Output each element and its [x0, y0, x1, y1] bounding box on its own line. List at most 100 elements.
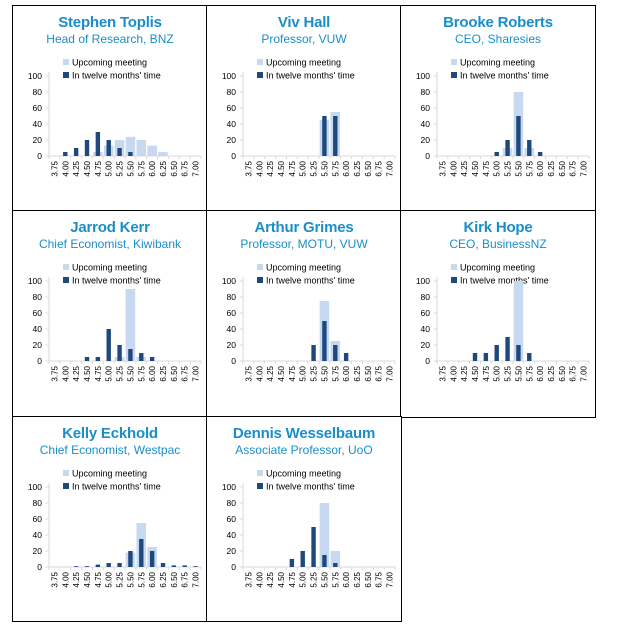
bar-upcoming	[513, 281, 524, 361]
y-tick-label: 0	[231, 562, 236, 572]
x-tick-label: 3.75	[50, 571, 59, 587]
legend-swatch-upcoming	[257, 470, 263, 476]
bar-twelve-months	[472, 353, 478, 361]
bar-twelve-months	[343, 353, 349, 361]
bar-twelve-months	[117, 148, 122, 156]
x-tick-label: 4.50	[277, 571, 286, 587]
y-tick-label: 100	[28, 71, 42, 81]
bar-twelve-months	[333, 563, 338, 567]
x-tick-label: 5.25	[310, 160, 319, 176]
legend-swatch-upcoming	[63, 59, 69, 65]
y-tick-label: 40	[33, 324, 43, 334]
x-tick-label: 3.75	[50, 365, 59, 381]
bar-twelve-months	[84, 140, 90, 156]
x-tick-label: 7.00	[386, 160, 395, 176]
panel-name: Jarrod Kerr	[70, 219, 150, 236]
bar-twelve-months	[311, 345, 316, 361]
y-tick-label: 60	[33, 103, 43, 113]
x-tick-label: 4.00	[449, 365, 458, 381]
chart-panel: Dennis Wesselbaum Associate Professor, U…	[206, 416, 402, 622]
bar-twelve-months	[95, 357, 101, 361]
bar-twelve-months	[311, 527, 316, 567]
legend-swatch-twelve	[63, 72, 69, 78]
bar-twelve-months	[106, 140, 111, 156]
chart-panel: Stephen Toplis Head of Research, BNZ Upc…	[12, 5, 208, 212]
x-tick-label: 5.75	[525, 365, 534, 381]
bar-upcoming	[319, 503, 330, 567]
x-tick-label: 5.75	[525, 160, 534, 176]
bar-twelve-months	[128, 551, 133, 567]
legend-swatch-twelve	[257, 277, 263, 283]
chart-panel: Brooke Roberts CEO, Sharesies Upcoming m…	[400, 5, 596, 212]
x-tick-label: 4.25	[72, 160, 81, 176]
bar-twelve-months	[95, 132, 101, 156]
y-tick-label: 80	[421, 87, 431, 97]
y-tick-label: 20	[227, 546, 237, 556]
bar-twelve-months	[333, 345, 338, 361]
x-tick-label: 5.50	[320, 571, 329, 587]
x-tick-label: 6.00	[148, 160, 157, 176]
y-tick-label: 0	[37, 151, 42, 161]
chart-legend: Upcoming meeting In twelve months' time	[257, 263, 355, 286]
x-tick-label: 4.75	[94, 160, 103, 176]
x-tick-label: 4.75	[94, 365, 103, 381]
legend-label-twelve: In twelve months' time	[72, 482, 161, 492]
bar-twelve-months	[73, 148, 79, 156]
x-tick-label: 6.50	[170, 365, 179, 381]
x-tick-label: 5.50	[126, 365, 135, 381]
bar-twelve-months	[171, 565, 177, 567]
x-tick-label: 4.50	[277, 365, 286, 381]
y-tick-label: 20	[421, 340, 431, 350]
x-tick-label: 7.00	[386, 571, 395, 587]
x-tick-label: 4.25	[460, 160, 469, 176]
x-tick-label: 5.50	[514, 365, 523, 381]
chart-legend: Upcoming meeting In twelve months' time	[257, 469, 355, 492]
y-tick-label: 40	[227, 119, 237, 129]
bar-upcoming	[330, 551, 341, 567]
bar-twelve-months	[128, 349, 133, 361]
legend-swatch-twelve	[257, 483, 263, 489]
y-tick-label: 0	[231, 151, 236, 161]
bar-twelve-months	[84, 357, 90, 361]
panel-role: Head of Research, BNZ	[46, 32, 174, 46]
legend-label-upcoming: Upcoming meeting	[460, 263, 535, 273]
chart-panel: Kirk Hope CEO, BusinessNZ Upcoming meeti…	[400, 210, 596, 418]
bar-twelve-months	[505, 140, 510, 156]
panel-role: Chief Economist, Kiwibank	[38, 237, 182, 251]
legend-label-upcoming: Upcoming meeting	[72, 58, 147, 68]
x-tick-label: 4.50	[471, 365, 480, 381]
chart-panel: Viv Hall Professor, VUW Upcoming meeting…	[206, 5, 402, 212]
x-tick-label: 6.75	[569, 160, 578, 176]
bar-twelve-months	[63, 152, 68, 156]
y-tick-label: 20	[227, 135, 237, 145]
legend-label-twelve: In twelve months' time	[72, 276, 161, 286]
panel-name: Arthur Grimes	[254, 219, 354, 236]
bar-twelve-months	[160, 563, 166, 567]
legend-swatch-twelve	[63, 277, 69, 283]
legend-label-twelve: In twelve months' time	[460, 71, 549, 81]
y-tick-label: 80	[33, 498, 43, 508]
bar-twelve-months	[106, 563, 111, 567]
y-tick-label: 40	[421, 119, 431, 129]
y-tick-label: 100	[416, 71, 430, 81]
x-tick-label: 6.50	[558, 365, 567, 381]
x-tick-label: 5.50	[320, 160, 329, 176]
panel-name: Kirk Hope	[463, 219, 533, 236]
x-tick-label: 3.75	[438, 160, 447, 176]
bar-twelve-months	[300, 551, 305, 567]
bar-twelve-months	[494, 152, 499, 156]
x-tick-label: 6.00	[342, 571, 351, 587]
x-tick-label: 6.75	[375, 160, 384, 176]
y-tick-label: 60	[227, 514, 237, 524]
legend-swatch-upcoming	[257, 59, 263, 65]
legend-swatch-upcoming	[451, 264, 457, 270]
legend-label-upcoming: Upcoming meeting	[266, 263, 341, 273]
y-tick-label: 20	[33, 135, 43, 145]
x-tick-label: 6.00	[148, 571, 157, 587]
bar-twelve-months	[516, 345, 521, 361]
bar-twelve-months	[139, 353, 144, 361]
x-tick-label: 5.00	[105, 160, 114, 176]
y-tick-label: 20	[33, 546, 43, 556]
bar-twelve-months	[516, 116, 521, 156]
y-tick-label: 40	[33, 119, 43, 129]
